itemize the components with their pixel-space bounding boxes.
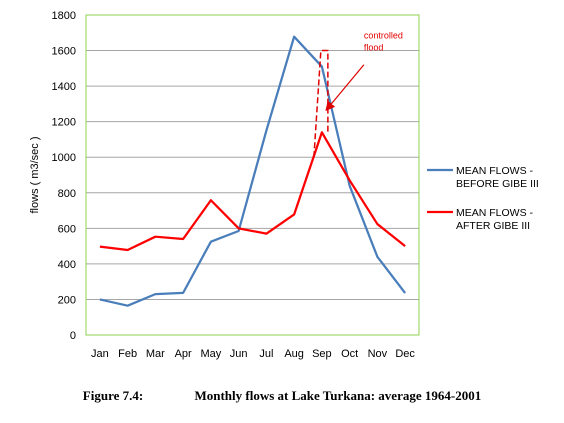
series-line-2 bbox=[99, 131, 406, 252]
annotation-text: controlled bbox=[364, 31, 403, 41]
figure-caption: Figure 7.4: Monthly flows at Lake Turkan… bbox=[0, 388, 564, 404]
y-tick-label: 400 bbox=[58, 259, 76, 271]
y-axis-label: flows ( m3/sec ) bbox=[29, 136, 41, 213]
series-layer bbox=[99, 35, 407, 307]
x-tick-label: Nov bbox=[368, 348, 388, 360]
x-tick-label: Aug bbox=[284, 348, 304, 360]
y-tick-label: 1800 bbox=[52, 10, 76, 22]
y-tick-label: 1600 bbox=[52, 46, 76, 58]
x-tick-label: May bbox=[200, 348, 221, 360]
y-tick-label: 200 bbox=[58, 294, 76, 306]
y-tick-label: 0 bbox=[70, 330, 76, 342]
annotation-arrow bbox=[325, 64, 365, 112]
y-tick-label: 1400 bbox=[52, 81, 76, 93]
x-tick-label: Mar bbox=[146, 348, 165, 360]
legend-label-1: MEAN FLOWS - bbox=[456, 165, 534, 177]
annotation-layer: controlled flood bbox=[313, 31, 403, 158]
y-tick-label: 1200 bbox=[52, 117, 76, 129]
series-line-1 bbox=[99, 35, 407, 307]
y-axis-ticks: 0 200 400 600 800 1000 1200 1400 1600 1800 bbox=[52, 10, 76, 342]
caption-text: Monthly flows at Lake Turkana: average 1… bbox=[194, 388, 482, 403]
x-tick-label: Feb bbox=[118, 348, 137, 360]
plot-area bbox=[85, 14, 420, 336]
x-tick-label: Jan bbox=[91, 348, 109, 360]
x-tick-label: Apr bbox=[175, 348, 192, 360]
x-tick-label: Jun bbox=[230, 348, 248, 360]
x-tick-label: Oct bbox=[341, 348, 358, 360]
y-tick-label: 600 bbox=[58, 223, 76, 235]
caption-number: Figure 7.4: bbox=[82, 388, 144, 403]
annotation-text: flood bbox=[364, 43, 384, 53]
x-tick-label: Jul bbox=[259, 348, 273, 360]
legend-label-2: AFTER GIBE III bbox=[456, 220, 530, 232]
y-tick-label: 1000 bbox=[52, 152, 76, 164]
legend-label-1: BEFORE GIBE III bbox=[456, 178, 539, 190]
x-tick-label: Dec bbox=[395, 348, 415, 360]
controlled-flood-outline bbox=[313, 49, 329, 158]
x-axis-ticks: Jan Feb Mar Apr May Jun Jul Aug Sep Oct Nov Dec bbox=[91, 348, 415, 360]
line-chart: 0 200 400 600 800 1000 1200 1400 1600 1800 Jan Feb… bbox=[29, 10, 539, 360]
gridlines bbox=[86, 14, 419, 300]
legend-label-2: MEAN FLOWS - bbox=[456, 207, 534, 219]
x-tick-label: Sep bbox=[312, 348, 332, 360]
plot-border bbox=[85, 14, 420, 336]
y-tick-label: 800 bbox=[58, 188, 76, 200]
